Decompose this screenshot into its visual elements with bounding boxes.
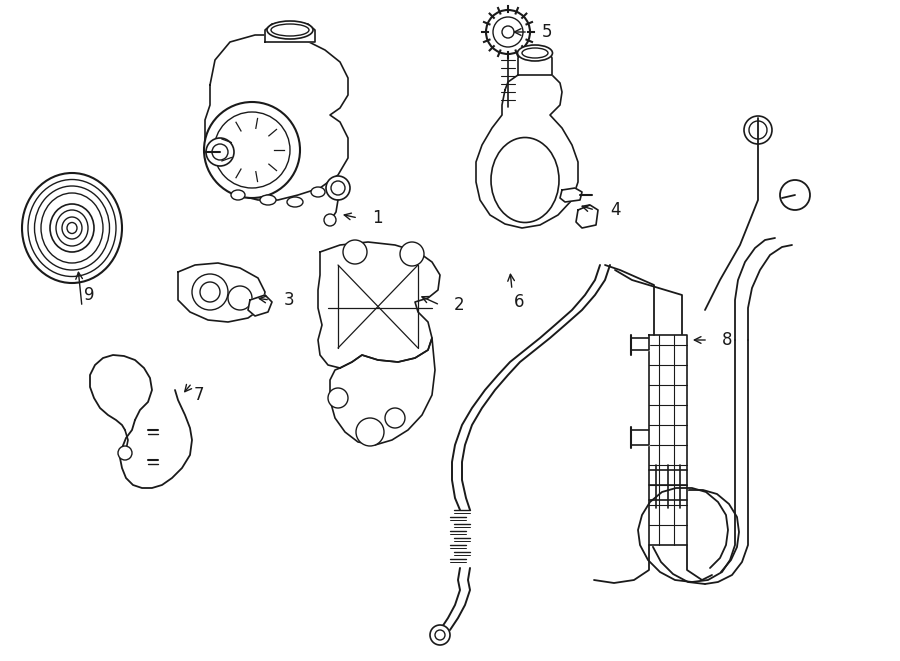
Circle shape <box>228 286 252 310</box>
Circle shape <box>343 240 367 264</box>
Polygon shape <box>248 295 272 316</box>
Text: 3: 3 <box>284 291 294 309</box>
Polygon shape <box>560 188 582 202</box>
Circle shape <box>118 446 132 460</box>
Text: 4: 4 <box>610 201 620 219</box>
Text: 2: 2 <box>454 296 464 314</box>
Circle shape <box>214 112 290 188</box>
Circle shape <box>486 10 530 54</box>
Ellipse shape <box>271 24 309 36</box>
Circle shape <box>206 138 234 166</box>
Polygon shape <box>476 72 578 228</box>
Circle shape <box>502 26 514 38</box>
Circle shape <box>212 144 228 160</box>
Circle shape <box>200 282 220 302</box>
Circle shape <box>328 388 348 408</box>
Circle shape <box>430 625 450 645</box>
Ellipse shape <box>518 45 553 61</box>
Circle shape <box>204 102 300 198</box>
Text: 8: 8 <box>722 331 733 349</box>
Circle shape <box>192 274 228 310</box>
Ellipse shape <box>287 197 303 207</box>
Polygon shape <box>318 242 440 368</box>
Circle shape <box>400 242 424 266</box>
Ellipse shape <box>260 195 276 205</box>
Text: 9: 9 <box>84 286 94 304</box>
Polygon shape <box>518 46 552 75</box>
Polygon shape <box>330 338 435 445</box>
Circle shape <box>326 176 350 200</box>
Polygon shape <box>205 35 348 200</box>
Circle shape <box>324 214 336 226</box>
Text: 1: 1 <box>372 209 382 227</box>
Polygon shape <box>631 338 649 350</box>
Polygon shape <box>649 335 687 545</box>
Polygon shape <box>576 205 598 228</box>
Text: 7: 7 <box>194 386 204 404</box>
Polygon shape <box>178 263 265 322</box>
Circle shape <box>356 418 384 446</box>
Polygon shape <box>631 430 649 445</box>
Circle shape <box>331 181 345 195</box>
Text: 6: 6 <box>514 293 525 311</box>
Circle shape <box>435 630 445 640</box>
Circle shape <box>493 17 523 47</box>
Text: 5: 5 <box>542 23 553 41</box>
Ellipse shape <box>231 190 245 200</box>
Polygon shape <box>265 22 315 42</box>
Ellipse shape <box>267 21 313 39</box>
Circle shape <box>385 408 405 428</box>
Ellipse shape <box>311 187 325 197</box>
